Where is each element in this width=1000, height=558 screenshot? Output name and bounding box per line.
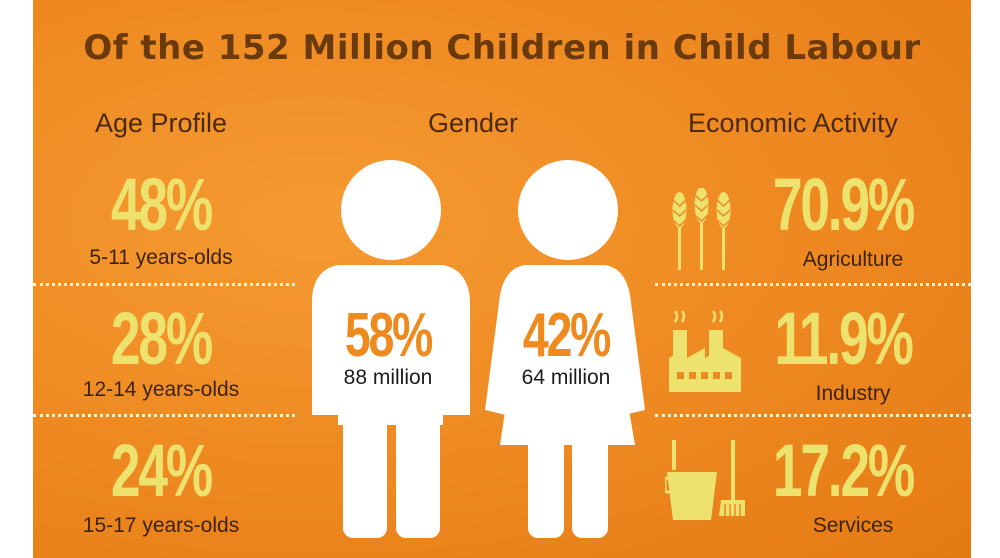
industry-label: Industry [815, 382, 891, 405]
divider [33, 414, 295, 417]
gender-heading: Gender [427, 108, 519, 138]
agriculture-label: Agriculture [802, 248, 904, 271]
male-count: 88 million [343, 366, 433, 389]
age-5-11-percent: 48% [110, 163, 213, 246]
services-percent: 17.2% [772, 429, 915, 512]
industry-percent: 11.9% [774, 297, 913, 380]
boy-icon [312, 160, 470, 538]
female-count: 64 million [521, 366, 611, 389]
infographic-panel: Of the 152 Million Children in Child Lab… [33, 0, 971, 558]
divider [655, 283, 971, 286]
age-15-17-label: 15-17 years-olds [82, 514, 240, 537]
services-label: Services [812, 514, 894, 537]
wheat-icon [672, 188, 731, 270]
age-15-17-percent: 24% [110, 429, 213, 512]
factory-icon [669, 310, 741, 392]
agriculture-percent: 70.9% [772, 163, 915, 246]
female-percent: 42% [522, 301, 612, 370]
girl-icon [485, 160, 645, 538]
economic-activity-heading: Economic Activity [687, 108, 899, 138]
age-12-14-label: 12-14 years-olds [82, 378, 240, 401]
age-12-14-percent: 28% [110, 297, 213, 380]
divider [655, 414, 971, 417]
male-percent: 58% [344, 301, 434, 370]
divider [33, 283, 295, 286]
cleaning-bucket-icon [665, 440, 745, 520]
age-profile-heading: Age Profile [94, 108, 228, 138]
page-title: Of the 152 Million Children in Child Lab… [83, 28, 921, 68]
age-5-11-label: 5-11 years-olds [89, 246, 233, 269]
